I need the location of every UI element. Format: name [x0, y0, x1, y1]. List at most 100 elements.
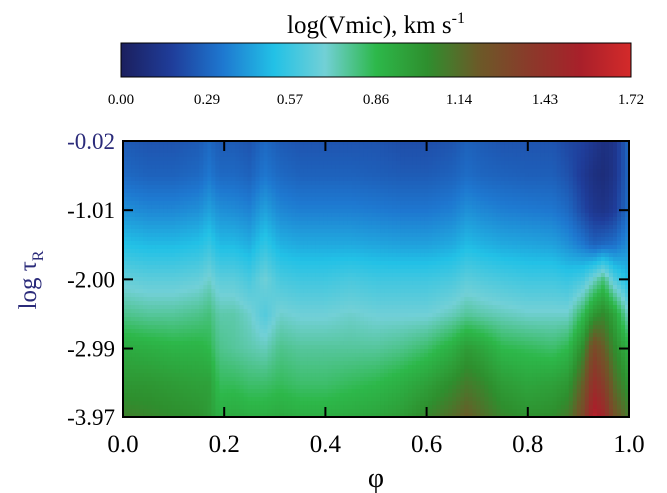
heatmap-cell — [536, 209, 542, 214]
heatmap-cell — [175, 249, 180, 254]
heatmap-cell — [207, 233, 212, 238]
heatmap-cell — [476, 245, 482, 250]
heatmap-cell — [311, 169, 317, 174]
heatmap-cell — [151, 285, 156, 290]
heatmap-cell — [456, 285, 461, 290]
heatmap-cell — [536, 217, 542, 222]
heatmap-cell — [424, 213, 429, 218]
heatmap-cell — [512, 269, 518, 274]
heatmap-cell — [291, 205, 297, 210]
heatmap-cell — [255, 189, 261, 194]
heatmap-cell — [239, 277, 245, 282]
heatmap-cell — [267, 141, 273, 146]
heatmap-cell — [171, 237, 176, 242]
heatmap-cell — [544, 233, 550, 238]
heatmap-cell — [620, 189, 626, 194]
heatmap-cell — [307, 173, 313, 178]
heatmap-cell — [444, 289, 449, 294]
heatmap-cell — [279, 141, 285, 146]
heatmap-cell — [243, 241, 249, 246]
heatmap-cell — [572, 209, 578, 214]
heatmap-cell — [412, 145, 417, 150]
heatmap-cell — [335, 221, 341, 226]
heatmap-cell — [388, 229, 393, 234]
heatmap-cell — [207, 253, 212, 258]
heatmap-cell — [151, 213, 156, 218]
heatmap-cell — [392, 145, 397, 150]
heatmap-cell — [508, 193, 514, 198]
heatmap-cell — [556, 265, 562, 270]
heatmap-cell — [388, 273, 393, 278]
heatmap-cell — [456, 233, 461, 238]
heatmap-cell — [143, 257, 148, 262]
heatmap-cell — [592, 253, 598, 258]
heatmap-cell — [428, 181, 433, 186]
heatmap-cell — [287, 269, 293, 274]
heatmap-cell — [560, 237, 566, 242]
heatmap-cell — [195, 241, 200, 246]
heatmap-cell — [532, 233, 538, 238]
heatmap-cell — [243, 189, 249, 194]
heatmap-cell — [452, 249, 457, 254]
heatmap-cell — [532, 169, 538, 174]
heatmap-cell — [259, 237, 265, 242]
heatmap-cell — [359, 209, 365, 214]
heatmap-cell — [572, 213, 578, 218]
heatmap-cell — [452, 265, 457, 270]
heatmap-cell — [568, 141, 574, 146]
heatmap-cell — [279, 217, 285, 222]
heatmap-cell — [552, 165, 558, 170]
heatmap-cell — [239, 149, 245, 154]
heatmap-cell — [520, 217, 526, 222]
heatmap-cell — [127, 253, 132, 258]
heatmap-cell — [576, 193, 582, 198]
heatmap-cell — [568, 225, 574, 230]
heatmap-cell — [315, 221, 321, 226]
heatmap-cell — [548, 249, 554, 254]
heatmap-cell — [275, 253, 281, 258]
heatmap-cell — [243, 205, 249, 210]
heatmap-cell — [508, 185, 514, 190]
heatmap-cell — [440, 193, 445, 198]
heatmap-cell — [323, 289, 329, 294]
heatmap-cell — [211, 205, 216, 210]
heatmap-cell — [263, 269, 269, 274]
heatmap-cell — [452, 217, 457, 222]
heatmap-cell — [564, 149, 570, 154]
heatmap-cell — [508, 281, 514, 286]
heatmap-cell — [416, 241, 421, 246]
heatmap-cell — [295, 229, 301, 234]
heatmap-cell — [179, 173, 184, 178]
heatmap-cell — [460, 217, 465, 222]
heatmap-cell — [540, 181, 546, 186]
heatmap-cell — [267, 289, 273, 294]
heatmap-cell — [424, 165, 429, 170]
heatmap-cell — [432, 161, 437, 166]
heatmap-cell — [263, 265, 269, 270]
heatmap-cell — [183, 249, 188, 254]
heatmap-cell — [480, 161, 486, 166]
heatmap-cell — [400, 201, 405, 206]
heatmap-cell — [191, 281, 196, 286]
heatmap-cell — [355, 257, 361, 262]
heatmap-cell — [412, 237, 417, 242]
heatmap-cell — [576, 293, 582, 298]
heatmap-cell — [504, 173, 510, 178]
heatmap-cell — [572, 229, 578, 234]
heatmap-cell — [363, 185, 369, 190]
heatmap-cell — [135, 201, 140, 206]
heatmap-cell — [440, 181, 445, 186]
heatmap-cell — [424, 245, 429, 250]
heatmap-cell — [504, 157, 510, 162]
heatmap-cell — [335, 141, 341, 146]
heatmap-cell — [376, 225, 381, 230]
heatmap-cell — [331, 257, 337, 262]
heatmap-cell — [371, 145, 377, 150]
heatmap-cell — [588, 277, 594, 282]
heatmap-cell — [223, 181, 229, 186]
heatmap-cell — [267, 169, 273, 174]
heatmap-cell — [424, 237, 429, 242]
heatmap-cell — [544, 293, 550, 298]
heatmap-cell — [600, 249, 606, 254]
heatmap-cell — [323, 209, 329, 214]
